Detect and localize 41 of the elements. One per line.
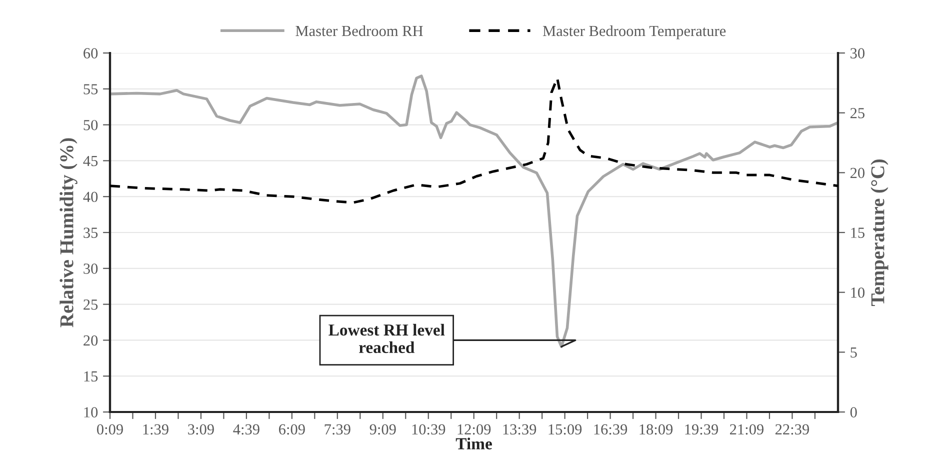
- y-tick-label: 30: [84, 264, 98, 274]
- y2-tick-label: 25: [850, 108, 864, 118]
- y-tick-label: 15: [84, 371, 98, 382]
- annotation: Lowest RH level reached: [328, 324, 445, 354]
- x-tick-label: 7:39: [324, 424, 350, 435]
- x-tick-label: 3:09: [188, 424, 214, 435]
- line-series: [110, 76, 838, 204]
- x-tick-label: 10:39: [412, 424, 446, 435]
- x-tick-label: 22:39: [775, 424, 809, 435]
- y-tick-label: 60: [84, 48, 98, 58]
- x-tick-label: 12:09: [458, 424, 491, 435]
- x-axis-title: Time: [456, 438, 492, 450]
- x-tick-label: 15:09: [548, 424, 582, 435]
- y-tick-label: 50: [84, 120, 98, 130]
- y-tick-label: 45: [83, 156, 98, 166]
- legend-label: Master Bedroom Temperature: [542, 25, 726, 40]
- y2-axis-title: Temperature (°C): [870, 160, 888, 306]
- y2-tick-label: 20: [850, 168, 864, 178]
- x-tick-label: 16:39: [594, 424, 628, 435]
- y-axis-title: Relative Humidity (%): [60, 138, 78, 328]
- x-tick-label: 18:09: [640, 424, 673, 435]
- y2-tick-label: 5: [850, 347, 857, 358]
- x-tick-label: 13:39: [503, 424, 536, 435]
- y-tick-label: 40: [83, 192, 98, 202]
- legend-label: Master Bedroom RH: [296, 25, 423, 36]
- x-tick-label: 19:39: [685, 424, 718, 435]
- y-tick-label: 55: [84, 84, 98, 94]
- y-tick-label: 25: [84, 299, 98, 310]
- x-tick-label: 4:39: [233, 424, 260, 435]
- x-tick-label: 0:09: [97, 424, 123, 435]
- y-tick-label: 35: [84, 228, 98, 238]
- y-tick-label: 20: [84, 335, 98, 346]
- y-tick-label: 10: [84, 407, 98, 418]
- y2-tick-label: 15: [851, 228, 864, 238]
- y2-tick-label: 10: [851, 287, 864, 298]
- x-tick-label: 6:09: [279, 424, 305, 435]
- y2-tick-label: 0: [850, 407, 857, 418]
- x-tick-label: 9:09: [370, 424, 396, 435]
- y2-tick-label: 30: [850, 48, 864, 58]
- x-tick-label: 21:09: [730, 424, 764, 435]
- x-tick-label: 1:39: [143, 424, 168, 435]
